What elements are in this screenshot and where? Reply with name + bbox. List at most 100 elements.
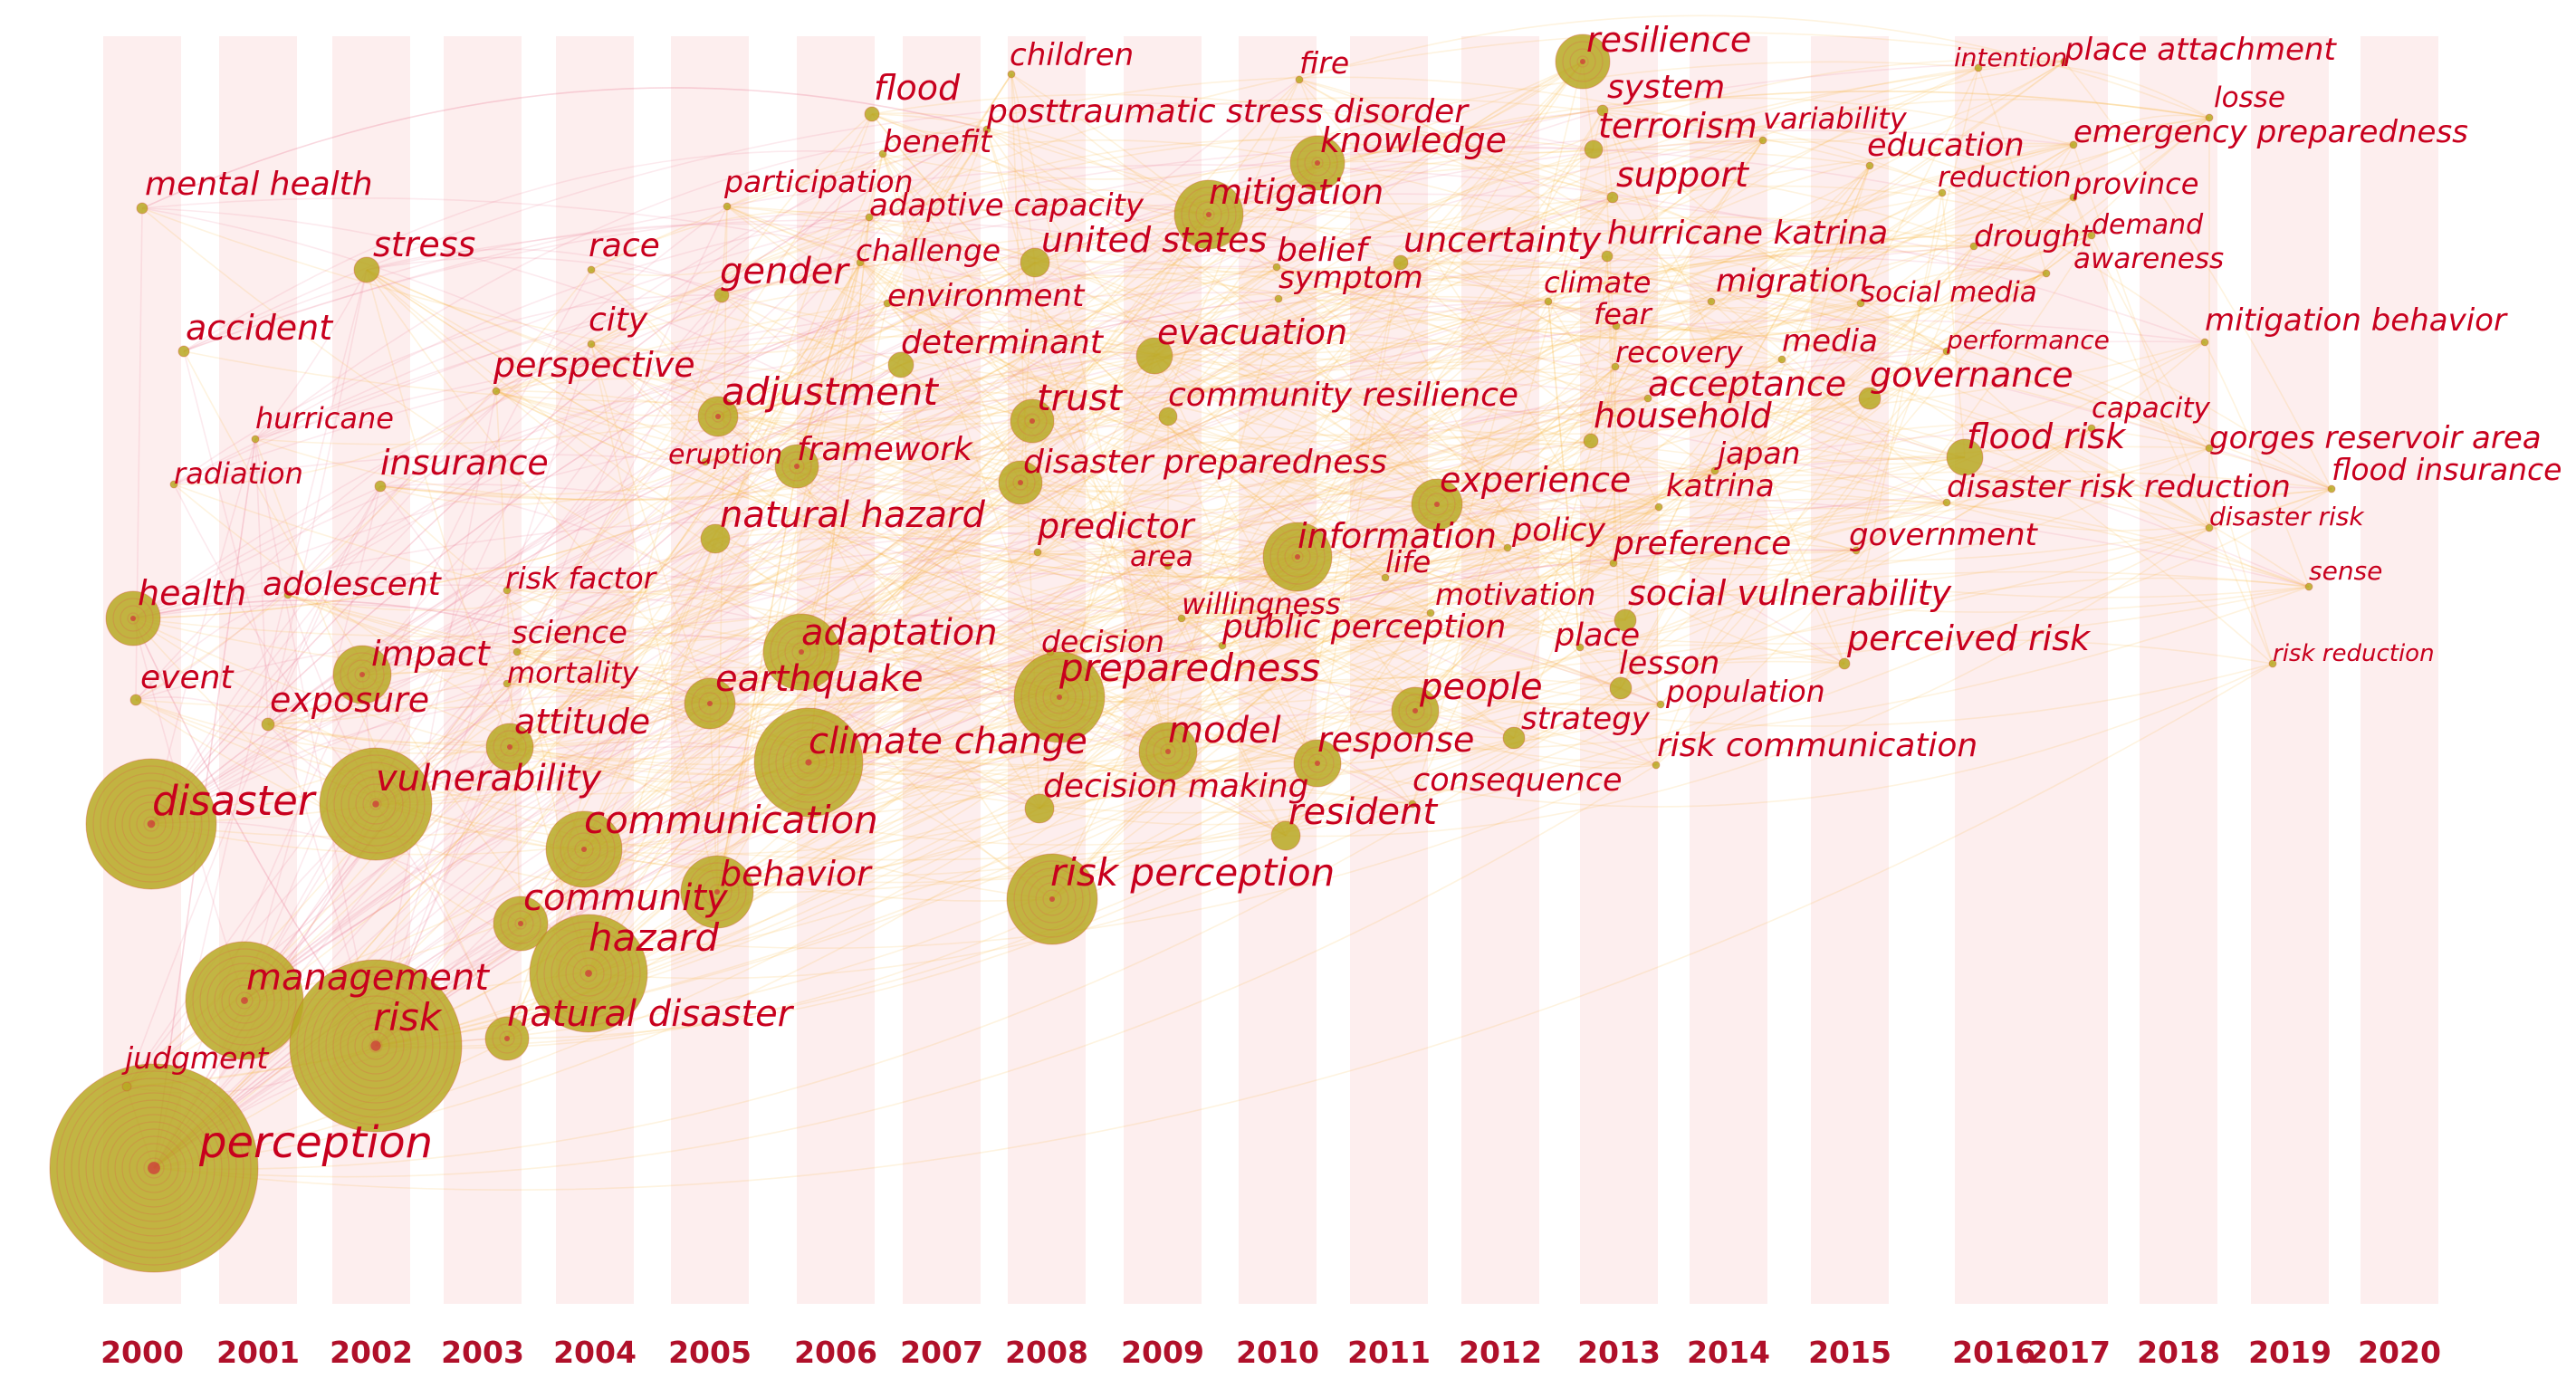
link [716, 273, 2047, 893]
keyword-adjustment: adjustment [722, 369, 939, 414]
link [808, 162, 1318, 763]
link [1020, 482, 1318, 764]
keyword-posttraumatic-stress-disorder: posttraumatic stress disorder [986, 93, 1470, 130]
link [796, 153, 884, 467]
link [716, 618, 1183, 893]
link [886, 73, 1012, 304]
keyword-emergency-preparedness: emergency preparedness [2073, 114, 2468, 150]
link [153, 196, 1614, 1169]
link [1855, 67, 1979, 551]
link [375, 294, 723, 1047]
link [366, 219, 1948, 503]
link [287, 129, 988, 596]
link [808, 606, 1432, 763]
link [726, 206, 1862, 364]
link [135, 269, 592, 701]
keyword-performance: performance [1946, 325, 2110, 355]
node-population [1656, 700, 1665, 709]
link [1579, 341, 2206, 648]
link [583, 503, 1438, 850]
year-label-2008: 2008 [1005, 1335, 1088, 1370]
link [495, 390, 1508, 579]
link [1298, 79, 1594, 154]
link [1034, 262, 1948, 510]
link [1276, 266, 2047, 340]
node-mitigation [1173, 179, 1244, 250]
link [716, 556, 1298, 893]
link [1278, 274, 2332, 490]
link [379, 485, 711, 704]
node-exposure [261, 717, 275, 732]
link [150, 302, 888, 825]
keyword-risk: risk [373, 995, 443, 1039]
link [1181, 618, 1515, 739]
link [1010, 73, 1661, 705]
link [1037, 470, 1716, 580]
year-label-2004: 2004 [553, 1335, 637, 1370]
link [800, 67, 1979, 653]
keyword-disaster-preparedness: disaster preparedness [1023, 444, 1387, 481]
link [1547, 301, 1862, 331]
keyword-risk-perception: risk perception [1050, 850, 1335, 895]
node-gender [713, 287, 730, 303]
link [244, 269, 592, 1001]
link [1660, 397, 1871, 705]
link [379, 461, 706, 506]
node-hurricane [251, 435, 260, 444]
link [808, 192, 1943, 763]
keyword-terrorism: terrorism [1598, 106, 1757, 146]
link [244, 110, 1604, 1001]
keyword-disaster: disaster [152, 777, 317, 825]
node-evacuation [1135, 337, 1173, 375]
link [1167, 341, 2206, 477]
link [379, 485, 802, 653]
link [808, 747, 1287, 837]
link [726, 206, 2206, 417]
link [495, 390, 1508, 579]
link [796, 367, 2210, 529]
link [135, 343, 592, 701]
link [716, 675, 1622, 893]
link [1606, 254, 1948, 352]
node-event [129, 694, 142, 706]
link [1010, 73, 1649, 399]
link [1973, 228, 2092, 247]
link [808, 643, 1223, 763]
keyword-preparedness: preparedness [1058, 646, 1320, 690]
node-recovery [1611, 362, 1620, 371]
link [1400, 98, 2210, 263]
keyword-preference: preference [1613, 525, 1791, 562]
year-label-2019: 2019 [2248, 1335, 2332, 1370]
keyword-fear: fear [1594, 297, 1653, 331]
link [716, 153, 884, 893]
link [886, 302, 2210, 562]
link [509, 148, 1594, 748]
year-axis: 2000 2001 2002 2003 2004 2005 2006 2007 2008 2009… [101, 1335, 2441, 1370]
node-mitigation-behavior [2200, 338, 2209, 347]
link [871, 113, 1508, 549]
year-label-2010: 2010 [1236, 1335, 1319, 1370]
link [726, 206, 1508, 549]
link [796, 465, 1021, 496]
link [1276, 266, 2047, 340]
link [254, 129, 988, 440]
link [375, 206, 728, 1047]
link [1602, 110, 1764, 145]
link [1167, 416, 1318, 764]
link [254, 438, 269, 725]
node-symptom [1274, 294, 1283, 303]
link [375, 440, 1592, 1047]
link [1037, 355, 1155, 553]
link [366, 269, 809, 763]
link [2073, 144, 2274, 665]
node-risk-perception [1006, 853, 1098, 945]
link [1278, 59, 2065, 300]
keyword-japan: japan [1714, 436, 1800, 471]
year-band-2010 [1239, 36, 1317, 1304]
link [726, 97, 2092, 236]
link [1051, 547, 1508, 900]
link [375, 79, 1300, 1047]
keyword-attitude: attitude [514, 702, 650, 742]
link [1579, 325, 1617, 648]
year-label-2014: 2014 [1687, 1335, 1770, 1370]
